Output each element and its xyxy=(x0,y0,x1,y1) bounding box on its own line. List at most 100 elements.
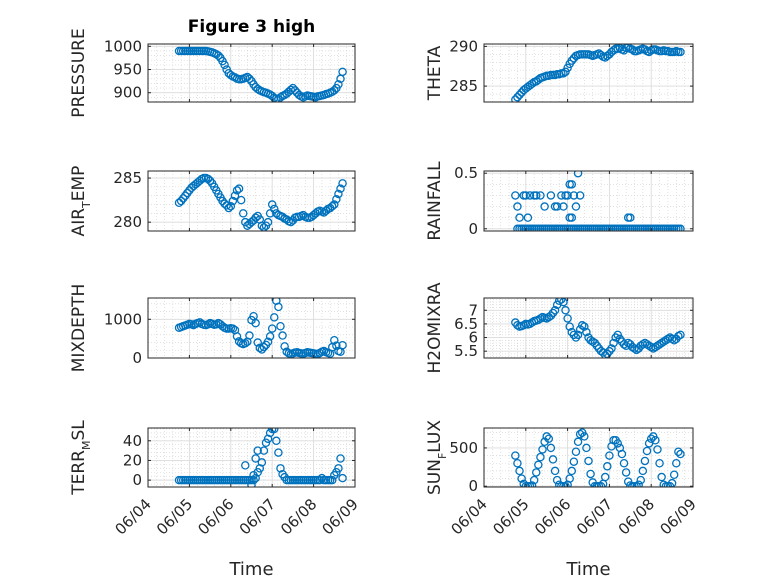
data-point xyxy=(571,447,581,457)
data-point xyxy=(640,456,650,466)
data-point xyxy=(181,191,190,200)
y-tick-label: 1000 xyxy=(104,310,142,328)
data-point xyxy=(529,475,539,485)
data-point xyxy=(582,327,591,337)
data-point xyxy=(330,86,339,95)
y-tick-label: 285 xyxy=(449,77,478,95)
data-point xyxy=(267,324,277,333)
series-markers xyxy=(511,171,685,231)
data-point xyxy=(241,461,250,470)
data-point xyxy=(259,342,269,352)
data-point xyxy=(642,340,652,349)
data-point xyxy=(657,338,666,348)
data-point xyxy=(334,189,343,199)
y-tick-label: 285 xyxy=(113,169,142,187)
data-point xyxy=(532,468,541,477)
data-point xyxy=(263,434,273,444)
data-point xyxy=(176,196,186,206)
data-point xyxy=(513,202,522,211)
data-point xyxy=(575,429,585,439)
data-point xyxy=(536,191,545,200)
data-point xyxy=(249,470,258,480)
data-point xyxy=(552,475,562,485)
data-point xyxy=(569,191,579,200)
data-point xyxy=(550,202,560,211)
data-point xyxy=(515,466,524,476)
data-point xyxy=(659,337,668,346)
data-point xyxy=(653,341,662,350)
data-point xyxy=(573,330,583,340)
data-point xyxy=(183,188,192,198)
data-point xyxy=(338,473,347,483)
data-point xyxy=(517,474,526,483)
data-point xyxy=(315,475,325,485)
data-point xyxy=(257,345,267,354)
y-axis-label: SUNFLUX xyxy=(425,420,449,495)
data-point xyxy=(644,341,654,350)
axes-box xyxy=(147,170,356,232)
axes-box xyxy=(483,297,694,359)
data-point xyxy=(546,443,556,453)
data-point xyxy=(249,475,258,485)
data-point xyxy=(669,470,679,479)
data-point xyxy=(336,454,345,463)
data-point xyxy=(636,475,646,485)
data-point xyxy=(232,186,242,195)
data-point xyxy=(554,298,564,305)
data-point xyxy=(226,70,236,80)
data-point xyxy=(532,191,541,200)
data-point xyxy=(270,204,279,214)
data-point xyxy=(228,324,238,333)
y-tick-label: 0 xyxy=(468,477,478,495)
y-tick-label: 6.5 xyxy=(454,315,478,333)
data-point xyxy=(336,184,345,193)
data-point xyxy=(676,224,685,231)
data-point xyxy=(651,436,660,445)
data-point xyxy=(655,458,664,468)
data-point xyxy=(540,202,549,211)
y-axis-label: TERRMSL xyxy=(69,420,93,496)
data-point xyxy=(674,331,683,341)
data-point xyxy=(515,90,524,100)
data-point xyxy=(338,67,347,77)
data-point xyxy=(259,223,269,231)
data-point xyxy=(561,306,570,315)
data-point xyxy=(178,194,188,203)
axes-box xyxy=(483,427,694,488)
data-point xyxy=(582,443,591,453)
series-markers xyxy=(174,46,347,102)
data-point xyxy=(628,45,637,54)
data-point xyxy=(646,342,656,352)
data-point xyxy=(580,322,589,331)
data-point xyxy=(257,221,267,230)
data-point xyxy=(523,213,533,222)
y-tick-label: 1000 xyxy=(104,37,142,55)
data-point xyxy=(649,344,658,353)
data-point xyxy=(288,83,298,93)
data-point xyxy=(259,446,269,455)
data-point xyxy=(563,191,572,200)
data-point xyxy=(638,466,648,476)
data-point xyxy=(619,458,629,468)
data-point xyxy=(247,480,256,487)
data-point xyxy=(573,437,583,447)
subplot-6: 5.566.57 H2OMIXRA xyxy=(425,282,694,374)
data-point xyxy=(619,340,629,349)
figure-title: Figure 3 high xyxy=(188,17,316,37)
data-point xyxy=(527,481,537,487)
subplot-5: 0 1000 MIXDEPTH xyxy=(69,284,356,372)
data-point xyxy=(632,481,641,487)
data-point xyxy=(338,179,347,188)
data-point xyxy=(228,196,238,206)
subplot-3: 280 285 AIRTEMP xyxy=(69,166,356,236)
x-axis-label-left: Time xyxy=(228,559,273,580)
axes-box xyxy=(483,170,694,232)
x-axis-label-right: Time xyxy=(565,559,610,580)
data-point xyxy=(580,432,589,441)
series-markers xyxy=(511,298,685,358)
y-tick-label: 0 xyxy=(468,220,478,238)
data-point xyxy=(525,191,535,200)
y-tick-label: 950 xyxy=(113,61,142,79)
data-point xyxy=(548,455,558,464)
data-point xyxy=(663,334,673,344)
